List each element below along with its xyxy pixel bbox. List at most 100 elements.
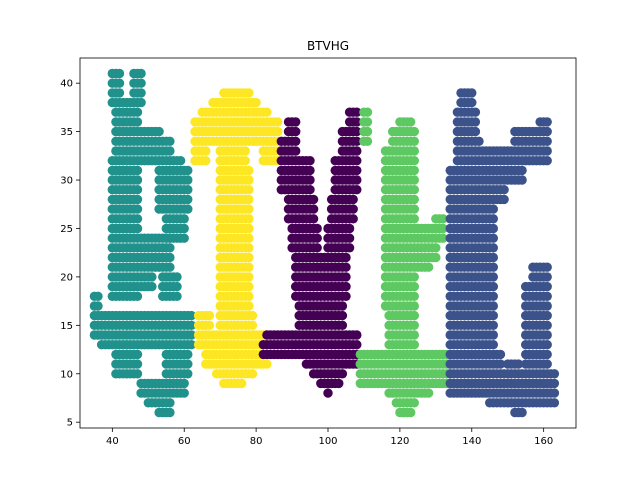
point-v — [341, 281, 351, 292]
point-b — [165, 252, 175, 263]
point-b — [132, 223, 143, 234]
point-h — [362, 107, 373, 117]
point-g — [542, 301, 552, 311]
point-g — [488, 204, 498, 214]
point-t — [244, 272, 254, 282]
point-t — [201, 156, 211, 166]
point-v — [337, 320, 348, 330]
point-b — [183, 175, 193, 185]
point-h — [431, 252, 441, 263]
x-tick-label: 140 — [462, 436, 481, 447]
point-v — [352, 126, 362, 137]
point-b — [165, 262, 175, 272]
point-b — [165, 398, 175, 408]
point-g — [542, 340, 552, 350]
point-g — [542, 320, 552, 330]
point-b — [172, 281, 182, 292]
point-h — [409, 185, 419, 195]
point-g — [542, 291, 552, 301]
point-t — [244, 214, 254, 224]
point-b — [179, 378, 189, 389]
chart-title: BTVHG — [307, 39, 349, 53]
point-v — [352, 156, 362, 166]
point-g — [467, 97, 477, 108]
point-g — [542, 156, 552, 166]
point-g — [488, 243, 498, 253]
point-h — [409, 156, 419, 166]
point-h — [409, 320, 419, 330]
point-h — [409, 204, 419, 214]
point-v — [312, 223, 322, 234]
point-v — [352, 136, 362, 146]
point-v — [305, 185, 315, 195]
point-t — [237, 378, 247, 389]
point-b — [186, 340, 197, 350]
point-g — [470, 117, 481, 127]
point-v — [348, 204, 358, 214]
point-h — [431, 243, 441, 253]
point-b — [147, 272, 157, 282]
point-v — [344, 233, 355, 243]
point-v — [341, 262, 351, 272]
point-t — [247, 320, 258, 330]
x-axis: 40 60 80 100 120 140 160 — [106, 428, 553, 447]
point-t — [204, 320, 215, 330]
point-h — [438, 214, 448, 224]
point-b — [136, 88, 146, 98]
point-h — [409, 340, 419, 350]
point-v — [312, 233, 322, 243]
point-t — [251, 97, 261, 108]
x-tick-label: 80 — [250, 436, 263, 447]
point-h — [409, 310, 419, 321]
x-tick-label: 120 — [390, 436, 409, 447]
point-v — [323, 388, 333, 398]
point-t — [201, 146, 211, 156]
point-g — [542, 126, 552, 137]
point-g — [549, 378, 560, 389]
y-tick-label: 15 — [60, 321, 73, 332]
point-g — [549, 388, 560, 398]
point-b — [114, 88, 125, 98]
point-b — [132, 165, 143, 176]
point-b — [114, 78, 125, 88]
point-g — [488, 301, 498, 311]
point-t — [262, 107, 272, 117]
point-v — [352, 165, 362, 176]
point-b — [175, 156, 186, 166]
point-g — [470, 126, 481, 137]
point-b — [183, 185, 193, 195]
point-v — [337, 369, 348, 379]
point-g — [488, 223, 498, 234]
point-h — [406, 117, 416, 127]
point-b — [132, 117, 143, 127]
point-v — [308, 204, 319, 214]
data-points — [89, 68, 560, 418]
point-t — [244, 175, 254, 185]
y-tick-label: 20 — [60, 272, 73, 283]
x-tick-label: 100 — [318, 436, 337, 447]
point-h — [409, 175, 419, 185]
point-t — [244, 233, 254, 243]
point-g — [513, 359, 524, 369]
point-v — [352, 146, 362, 156]
point-b — [132, 175, 143, 185]
point-g — [499, 185, 509, 195]
point-b — [183, 165, 193, 176]
point-v — [352, 175, 362, 185]
point-h — [406, 407, 416, 418]
point-h — [409, 126, 419, 137]
point-b — [132, 194, 143, 205]
point-b — [183, 359, 193, 369]
point-b — [183, 369, 193, 379]
point-h — [438, 223, 448, 234]
point-t — [273, 117, 283, 127]
point-g — [488, 320, 498, 330]
point-v — [352, 185, 362, 195]
point-v — [312, 243, 322, 253]
point-g — [495, 349, 506, 360]
point-h — [409, 398, 419, 408]
point-t — [244, 262, 254, 272]
point-g — [542, 359, 552, 369]
point-g — [542, 136, 552, 146]
